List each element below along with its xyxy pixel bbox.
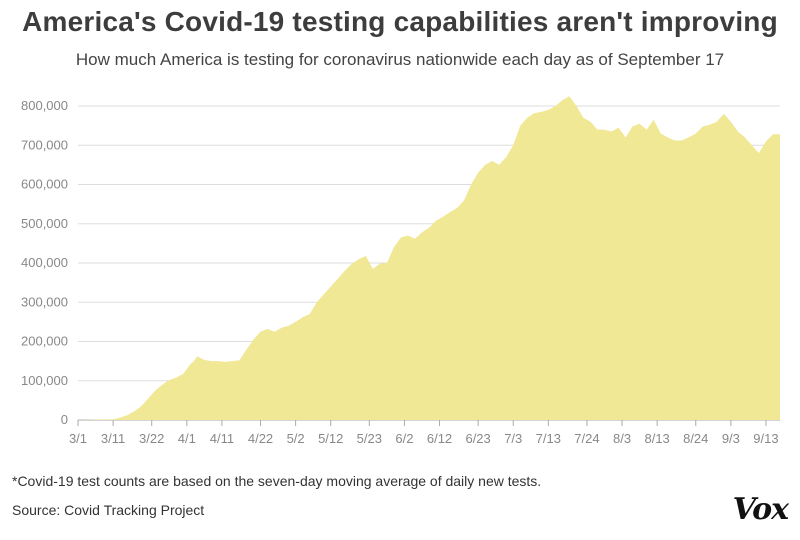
y-tick-label: 400,000	[21, 255, 68, 270]
x-tick-label: 6/12	[427, 431, 452, 446]
chart-subtitle: How much America is testing for coronavi…	[75, 50, 725, 69]
y-tick-label: 600,000	[21, 177, 68, 192]
chart-area: 0 100,000 200,000 300,000 400,000 500,000 600,…	[21, 96, 780, 446]
x-tick-label: 9/13	[753, 431, 778, 446]
x-tick-label: 3/1	[69, 431, 87, 446]
x-tick-label: 4/1	[178, 431, 196, 446]
x-tick-label: 8/24	[683, 431, 708, 446]
y-tick-label: 500,000	[21, 216, 68, 231]
x-tick-label: 7/13	[536, 431, 561, 446]
series-area	[78, 96, 780, 420]
x-tick-label: 8/13	[644, 431, 669, 446]
vox-logo: Vox	[732, 492, 789, 527]
x-tick-label: 3/11	[101, 431, 125, 446]
x-tick-label: 5/23	[357, 431, 382, 446]
y-tick-label: 0	[61, 412, 68, 427]
y-tick-label: 800,000	[21, 98, 68, 113]
x-tick-label: 6/2	[395, 431, 413, 446]
x-tick-label: 6/23	[465, 431, 490, 446]
area-layer	[78, 96, 780, 420]
y-axis: 0 100,000 200,000 300,000 400,000 500,000 600,…	[21, 98, 68, 427]
x-axis: 3/1 3/11 3/22 4/1 4/11 4/22 5/2 5/12 5/23 6/2 6/12…	[69, 420, 779, 446]
y-tick-label: 100,000	[21, 373, 68, 388]
source-text: Source: Covid Tracking Project	[12, 502, 205, 518]
x-tick-label: 3/22	[139, 431, 164, 446]
y-tick-label: 300,000	[21, 294, 68, 309]
x-tick-label: 4/22	[248, 431, 273, 446]
x-tick-label: 9/3	[722, 431, 740, 446]
y-tick-label: 700,000	[21, 137, 68, 152]
x-tick-label: 5/12	[318, 431, 343, 446]
footnote: *Covid-19 test counts are based on the s…	[12, 473, 542, 489]
x-tick-label: 8/3	[613, 431, 631, 446]
x-tick-label: 4/11	[210, 431, 234, 446]
x-tick-label: 5/2	[287, 431, 305, 446]
y-tick-label: 200,000	[21, 334, 68, 349]
x-tick-label: 7/24	[574, 431, 599, 446]
chart-title: America's Covid-19 testing capabilities …	[22, 6, 778, 37]
x-tick-label: 7/3	[504, 431, 522, 446]
